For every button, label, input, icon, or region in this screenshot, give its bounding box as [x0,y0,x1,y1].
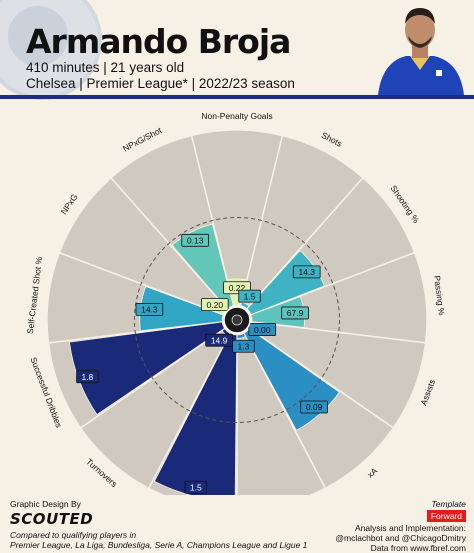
player-name: Armando Broja [26,22,291,61]
svg-text:0.13: 0.13 [187,236,204,246]
svg-text:0.09: 0.09 [306,402,323,412]
player-photo [372,0,468,95]
category-label: Non-Penalty Goals [201,111,272,121]
crest-inner [8,6,68,66]
svg-text:1.5: 1.5 [244,291,256,301]
category-label: Passing % [432,275,447,317]
category-label: Self-Created Shot % [25,256,44,335]
ring-layer [134,217,340,423]
template-label: Template [431,499,466,509]
design-credit-label: Graphic Design By [10,499,81,509]
svg-text:14.3: 14.3 [298,267,315,277]
svg-text:1.8: 1.8 [81,372,93,382]
credit-line-2: @mclachbot and @ChicagoDmitry [335,533,466,543]
category-label: Shots [320,130,344,149]
credit-line-3: Data from www.fbref.com [370,543,466,553]
value-label: 14.3 [292,265,321,279]
value-label: 67.9 [281,306,309,320]
value-label: 0.13 [181,233,209,247]
value-label: 0.09 [300,400,328,414]
comparison-line-2: Premier League, La Liga, Bundesliga, Ser… [10,540,308,550]
comparison-line-1: Compared to qualifying players in [10,530,137,540]
median-ring [134,217,340,423]
category-label: Assists [418,378,437,407]
category-label: xA [365,465,379,479]
center-ball [223,306,251,334]
category-label: NPxG [59,192,80,216]
svg-text:1.5: 1.5 [190,482,202,492]
svg-text:0.20: 0.20 [207,300,224,310]
bar-4 [250,296,305,328]
value-label: 1.8 [76,370,99,384]
svg-text:1.3: 1.3 [238,341,250,351]
value-label: 0.20 [200,298,229,312]
header-divider [0,95,474,99]
value-label: 1.3 [232,339,255,353]
value-label: 1.5 [184,480,207,494]
svg-text:0.00: 0.00 [254,325,271,335]
value-label: 0.00 [248,323,277,336]
value-label-layer: 0.221.514.367.90.000.091.31.514.91.814.3… [76,233,328,494]
value-label: 14.9 [205,333,233,347]
svg-text:14.3: 14.3 [141,305,158,315]
bar-11 [139,285,224,332]
value-label: 1.5 [238,289,261,303]
bar-10 [69,321,226,416]
svg-text:14.9: 14.9 [211,335,228,345]
credit-line-1: Analysis and Implementation: [354,523,466,533]
scouted-logo: SCOUTED [10,510,94,528]
analysis-credit: Analysis and Implementation: @mclachbot … [266,523,466,553]
club-crest-watermark [0,0,102,100]
position-badge: Forward [426,510,466,522]
club-league-season-line: Chelsea | Premier League* | 2022/23 seas… [26,76,295,91]
svg-text:0.22: 0.22 [229,283,246,293]
value-label: 14.3 [135,302,164,316]
svg-text:67.9: 67.9 [287,308,304,318]
minutes-age-line: 410 minutes | 21 years old [26,60,185,75]
comparison-note: Compared to qualifying players in Premie… [10,530,310,550]
